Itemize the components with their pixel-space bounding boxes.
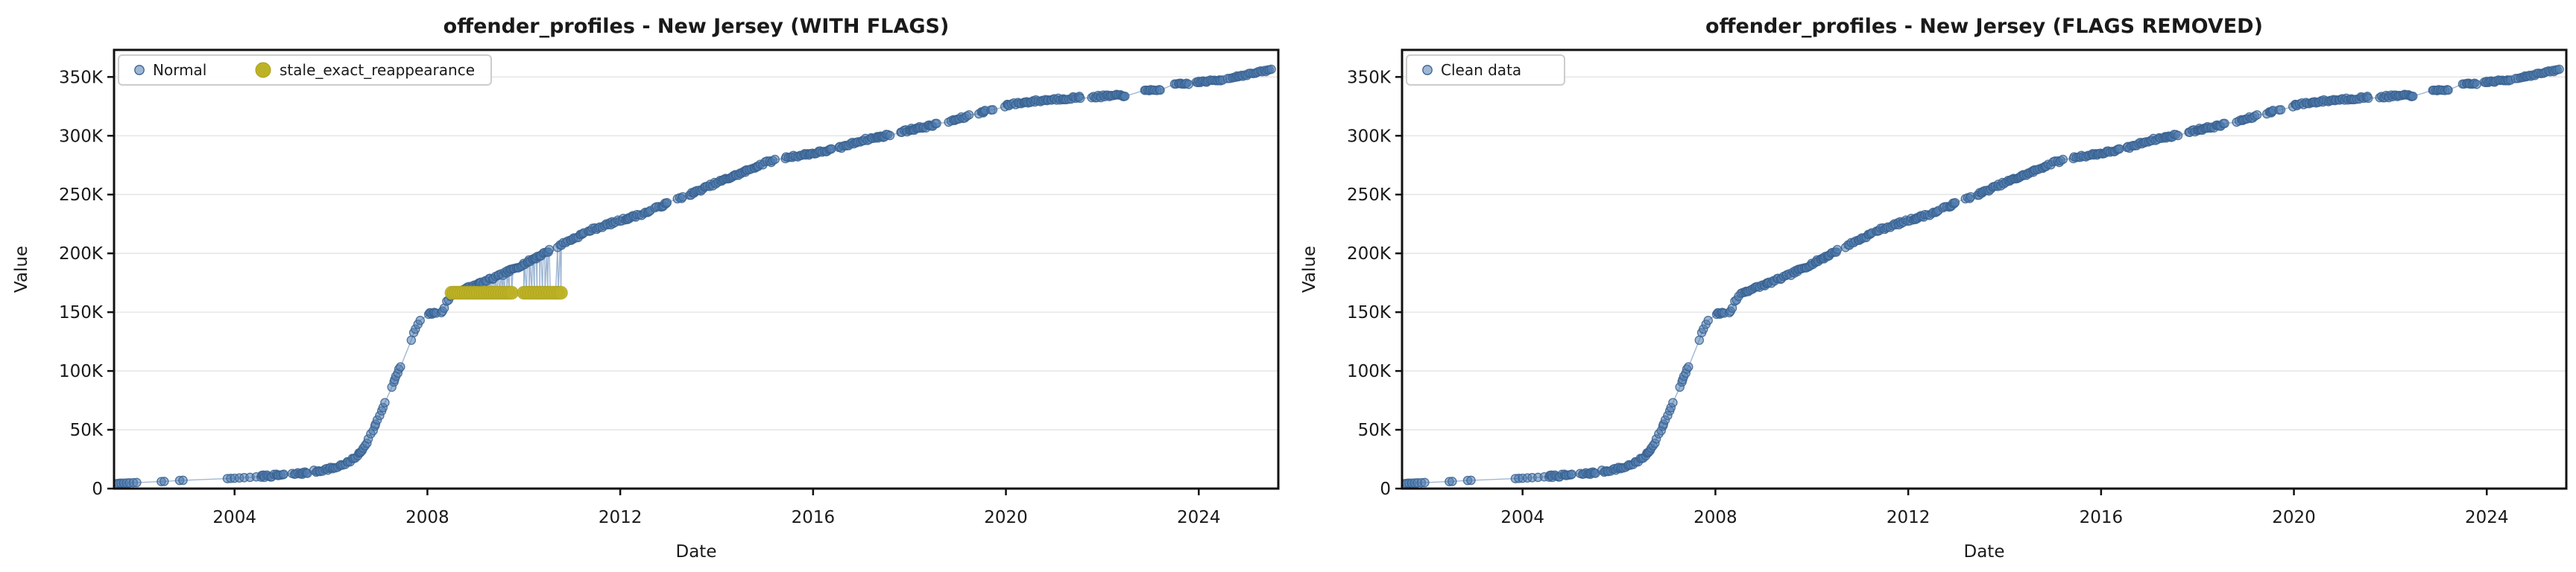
x-axis: 2004 2008 2012 2016 2020 2024	[1500, 489, 2509, 527]
y-tick-label: 300K	[59, 127, 104, 146]
y-tick-label: 250K	[1347, 185, 1392, 205]
y-tick-label: 0	[1380, 480, 1391, 499]
x-axis-label: Date	[1964, 542, 2005, 562]
y-tick-label: 350K	[59, 68, 104, 87]
y-tick-label: 50K	[70, 421, 104, 440]
legend-box	[1406, 54, 1565, 86]
legend-marker-stale-icon	[255, 62, 271, 78]
y-axis: 0 50K 100K 150K 200K 250K 300K 350K	[1347, 68, 1402, 499]
stale-points-layer	[444, 285, 568, 300]
gridlines	[1402, 76, 2566, 430]
gridlines	[114, 76, 1278, 430]
y-tick-label: 150K	[59, 303, 104, 322]
legend: Clean data	[1406, 54, 1565, 86]
y-tick-label: 50K	[1358, 421, 1392, 440]
x-tick-label: 2020	[2272, 508, 2316, 527]
legend-marker-normal-icon	[1422, 65, 1433, 75]
plot-border	[113, 48, 1280, 490]
legend-label: Clean data	[1441, 61, 1521, 79]
y-tick-label: 300K	[1347, 127, 1392, 146]
legend: Normal stale_exact_reappearance	[118, 54, 492, 86]
x-tick-label: 2016	[2080, 508, 2124, 527]
x-tick-label: 2012	[1887, 508, 1931, 527]
y-axis: 0 50K 100K 150K 200K 250K 300K 350K	[59, 68, 114, 499]
x-tick-label: 2020	[984, 508, 1028, 527]
y-tick-label: 200K	[1347, 244, 1392, 264]
y-tick-label: 0	[92, 480, 103, 499]
x-tick-label: 2004	[1500, 508, 1544, 527]
x-tick-label: 2016	[792, 508, 836, 527]
x-tick-label: 2024	[2465, 508, 2509, 527]
x-tick-label: 2004	[212, 508, 256, 527]
chart-flags-removed: offender_profiles - New Jersey (FLAGS RE…	[1288, 0, 2576, 572]
y-tick-label: 100K	[1347, 362, 1392, 381]
chart-with-flags: offender_profiles - New Jersey (WITH FLA…	[12, 15, 1280, 562]
x-tick-label: 2008	[405, 508, 449, 527]
trend-line	[1404, 69, 2560, 485]
legend-box	[118, 54, 492, 86]
y-tick-label: 200K	[59, 244, 104, 264]
plot-with-flags: offender_profiles - New Jersey (WITH FLA…	[12, 15, 1280, 562]
y-axis-label: Value	[12, 246, 31, 293]
y-tick-label: 350K	[1347, 68, 1392, 87]
x-tick-label: 2008	[1693, 508, 1737, 527]
y-tick-label: 100K	[59, 362, 104, 381]
chart-title: offender_profiles - New Jersey (FLAGS RE…	[1705, 15, 2263, 38]
plot-border	[1401, 48, 2568, 490]
x-axis: 2004 2008 2012 2016 2020 2024	[212, 489, 1221, 527]
normal-points-layer	[113, 64, 1276, 489]
normal-points-layer	[1401, 64, 2564, 489]
legend-label: Normal	[153, 61, 206, 79]
legend-marker-normal-icon	[134, 65, 145, 75]
x-tick-label: 2024	[1177, 508, 1221, 527]
y-tick-label: 150K	[1347, 303, 1392, 322]
chart-title: offender_profiles - New Jersey (WITH FLA…	[443, 15, 950, 38]
y-tick-label: 250K	[59, 185, 104, 205]
y-axis-label: Value	[1300, 246, 1319, 293]
x-axis-label: Date	[676, 542, 717, 562]
trend-line	[116, 69, 1272, 485]
x-tick-label: 2012	[599, 508, 643, 527]
legend-label: stale_exact_reappearance	[280, 61, 475, 79]
plot-flags-removed: offender_profiles - New Jersey (FLAGS RE…	[1300, 15, 2568, 562]
